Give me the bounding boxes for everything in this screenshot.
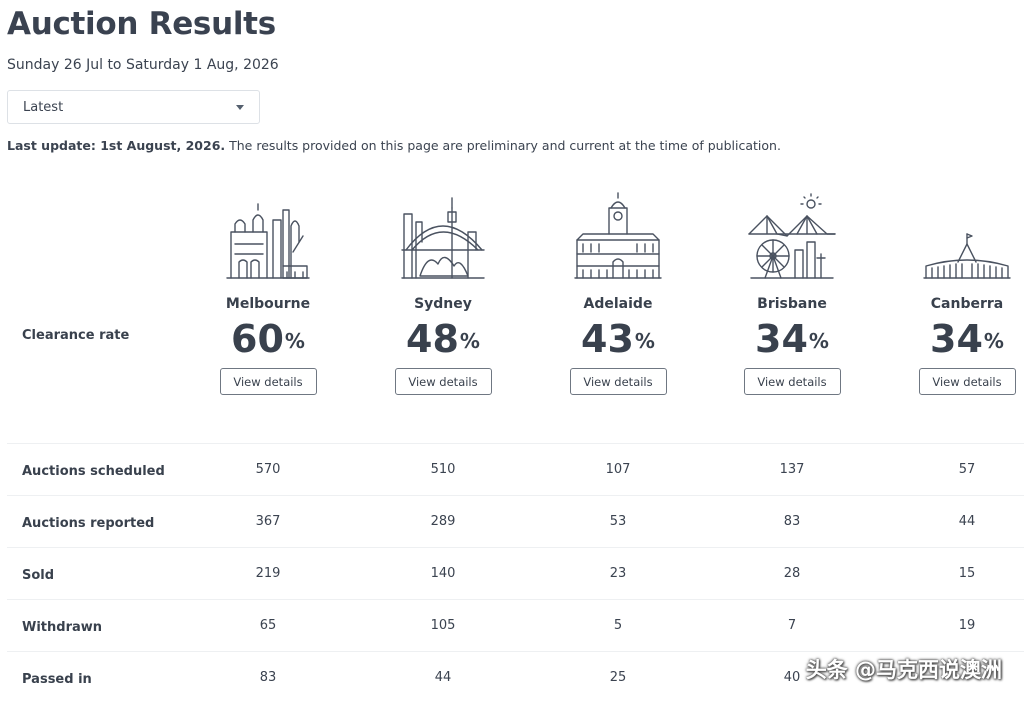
watermark-text: 头条 @马克西说澳洲 xyxy=(805,658,1002,682)
table-cell: 289 xyxy=(430,514,456,529)
city-name: Sydney xyxy=(414,296,472,312)
table-cell: 44 xyxy=(434,670,452,685)
table-cell: 7 xyxy=(787,618,797,633)
sydney-skyline-icon xyxy=(393,186,493,282)
table-cell: 140 xyxy=(430,566,456,581)
update-notice: Last update: 1st August, 2026. The resul… xyxy=(7,138,781,153)
table-cell: 65 xyxy=(259,618,277,633)
table-cell: 105 xyxy=(430,618,456,633)
clearance-rate-value: 60% xyxy=(231,317,305,361)
table-cell: 53 xyxy=(609,514,627,529)
table-cell: 137 xyxy=(779,462,805,477)
row-label: Sold xyxy=(22,568,55,583)
city-name: Brisbane xyxy=(757,296,827,312)
last-update-text: Last update: 1st August, 2026. xyxy=(7,138,226,153)
table-cell: 83 xyxy=(783,514,801,529)
table-row: Auctions reported 367 289 53 83 44 xyxy=(7,495,1024,547)
table-cell: 57 xyxy=(958,462,976,477)
table-cell: 107 xyxy=(605,462,631,477)
table-row: Passed in 83 44 25 40 xyxy=(7,651,1024,703)
table-cell: 28 xyxy=(783,566,801,581)
table-cell: 5 xyxy=(613,618,623,633)
brisbane-skyline-icon xyxy=(742,186,842,282)
city-name: Canberra xyxy=(930,296,1004,312)
view-details-button-adelaide[interactable]: View details xyxy=(569,368,667,395)
table-cell: 15 xyxy=(958,566,976,581)
table-cell: 23 xyxy=(609,566,627,581)
table-cell: 19 xyxy=(958,618,976,633)
table-cell: 25 xyxy=(609,670,627,685)
results-period-dropdown[interactable]: Latest xyxy=(7,90,260,124)
dropdown-selected-value: Latest xyxy=(23,99,64,115)
canberra-parliament-icon xyxy=(917,186,1017,282)
table-cell: 40 xyxy=(783,670,801,685)
view-details-button-brisbane[interactable]: View details xyxy=(743,368,841,395)
date-range: Sunday 26 Jul to Saturday 1 Aug, 2026 xyxy=(7,57,279,73)
table-row: Withdrawn 65 105 5 7 19 xyxy=(7,599,1024,651)
city-column-brisbane: Brisbane 34% View details xyxy=(702,186,882,395)
melbourne-skyline-icon xyxy=(218,186,318,282)
view-details-button-sydney[interactable]: View details xyxy=(394,368,492,395)
clearance-rate-value: 34% xyxy=(930,317,1004,361)
page-title: Auction Results xyxy=(7,6,276,42)
table-cell: 219 xyxy=(255,566,281,581)
city-column-adelaide: Adelaide 43% View details xyxy=(528,186,708,395)
clearance-rate-value: 43% xyxy=(581,317,655,361)
table-cell: 83 xyxy=(259,670,277,685)
table-row: Sold 219 140 23 28 15 xyxy=(7,547,1024,599)
city-column-melbourne: Melbourne 60% View details xyxy=(178,186,358,395)
clearance-rate-label: Clearance rate xyxy=(22,328,130,343)
row-label: Withdrawn xyxy=(22,620,103,635)
table-cell: 570 xyxy=(255,462,281,477)
table-cell: 367 xyxy=(255,514,281,529)
auction-results-table: Auctions scheduled 570 510 107 137 57 Au… xyxy=(7,443,1024,703)
city-column-canberra: Canberra 34% View details xyxy=(877,186,1024,395)
table-cell: 44 xyxy=(958,514,976,529)
chevron-down-icon xyxy=(236,105,244,110)
city-column-sydney: Sydney 48% View details xyxy=(353,186,533,395)
clearance-rate-value: 48% xyxy=(406,317,480,361)
clearance-rate-value: 34% xyxy=(755,317,829,361)
row-label: Auctions scheduled xyxy=(22,464,165,479)
view-details-button-melbourne[interactable]: View details xyxy=(219,368,317,395)
table-row: Auctions scheduled 570 510 107 137 57 xyxy=(7,443,1024,495)
adelaide-skyline-icon xyxy=(568,186,668,282)
city-name: Melbourne xyxy=(225,296,311,312)
row-label: Passed in xyxy=(22,672,92,687)
view-details-button-canberra[interactable]: View details xyxy=(918,368,1016,395)
notice-text: The results provided on this page are pr… xyxy=(225,138,781,153)
city-name: Adelaide xyxy=(583,296,653,312)
table-cell: 510 xyxy=(430,462,456,477)
row-label: Auctions reported xyxy=(22,516,155,531)
